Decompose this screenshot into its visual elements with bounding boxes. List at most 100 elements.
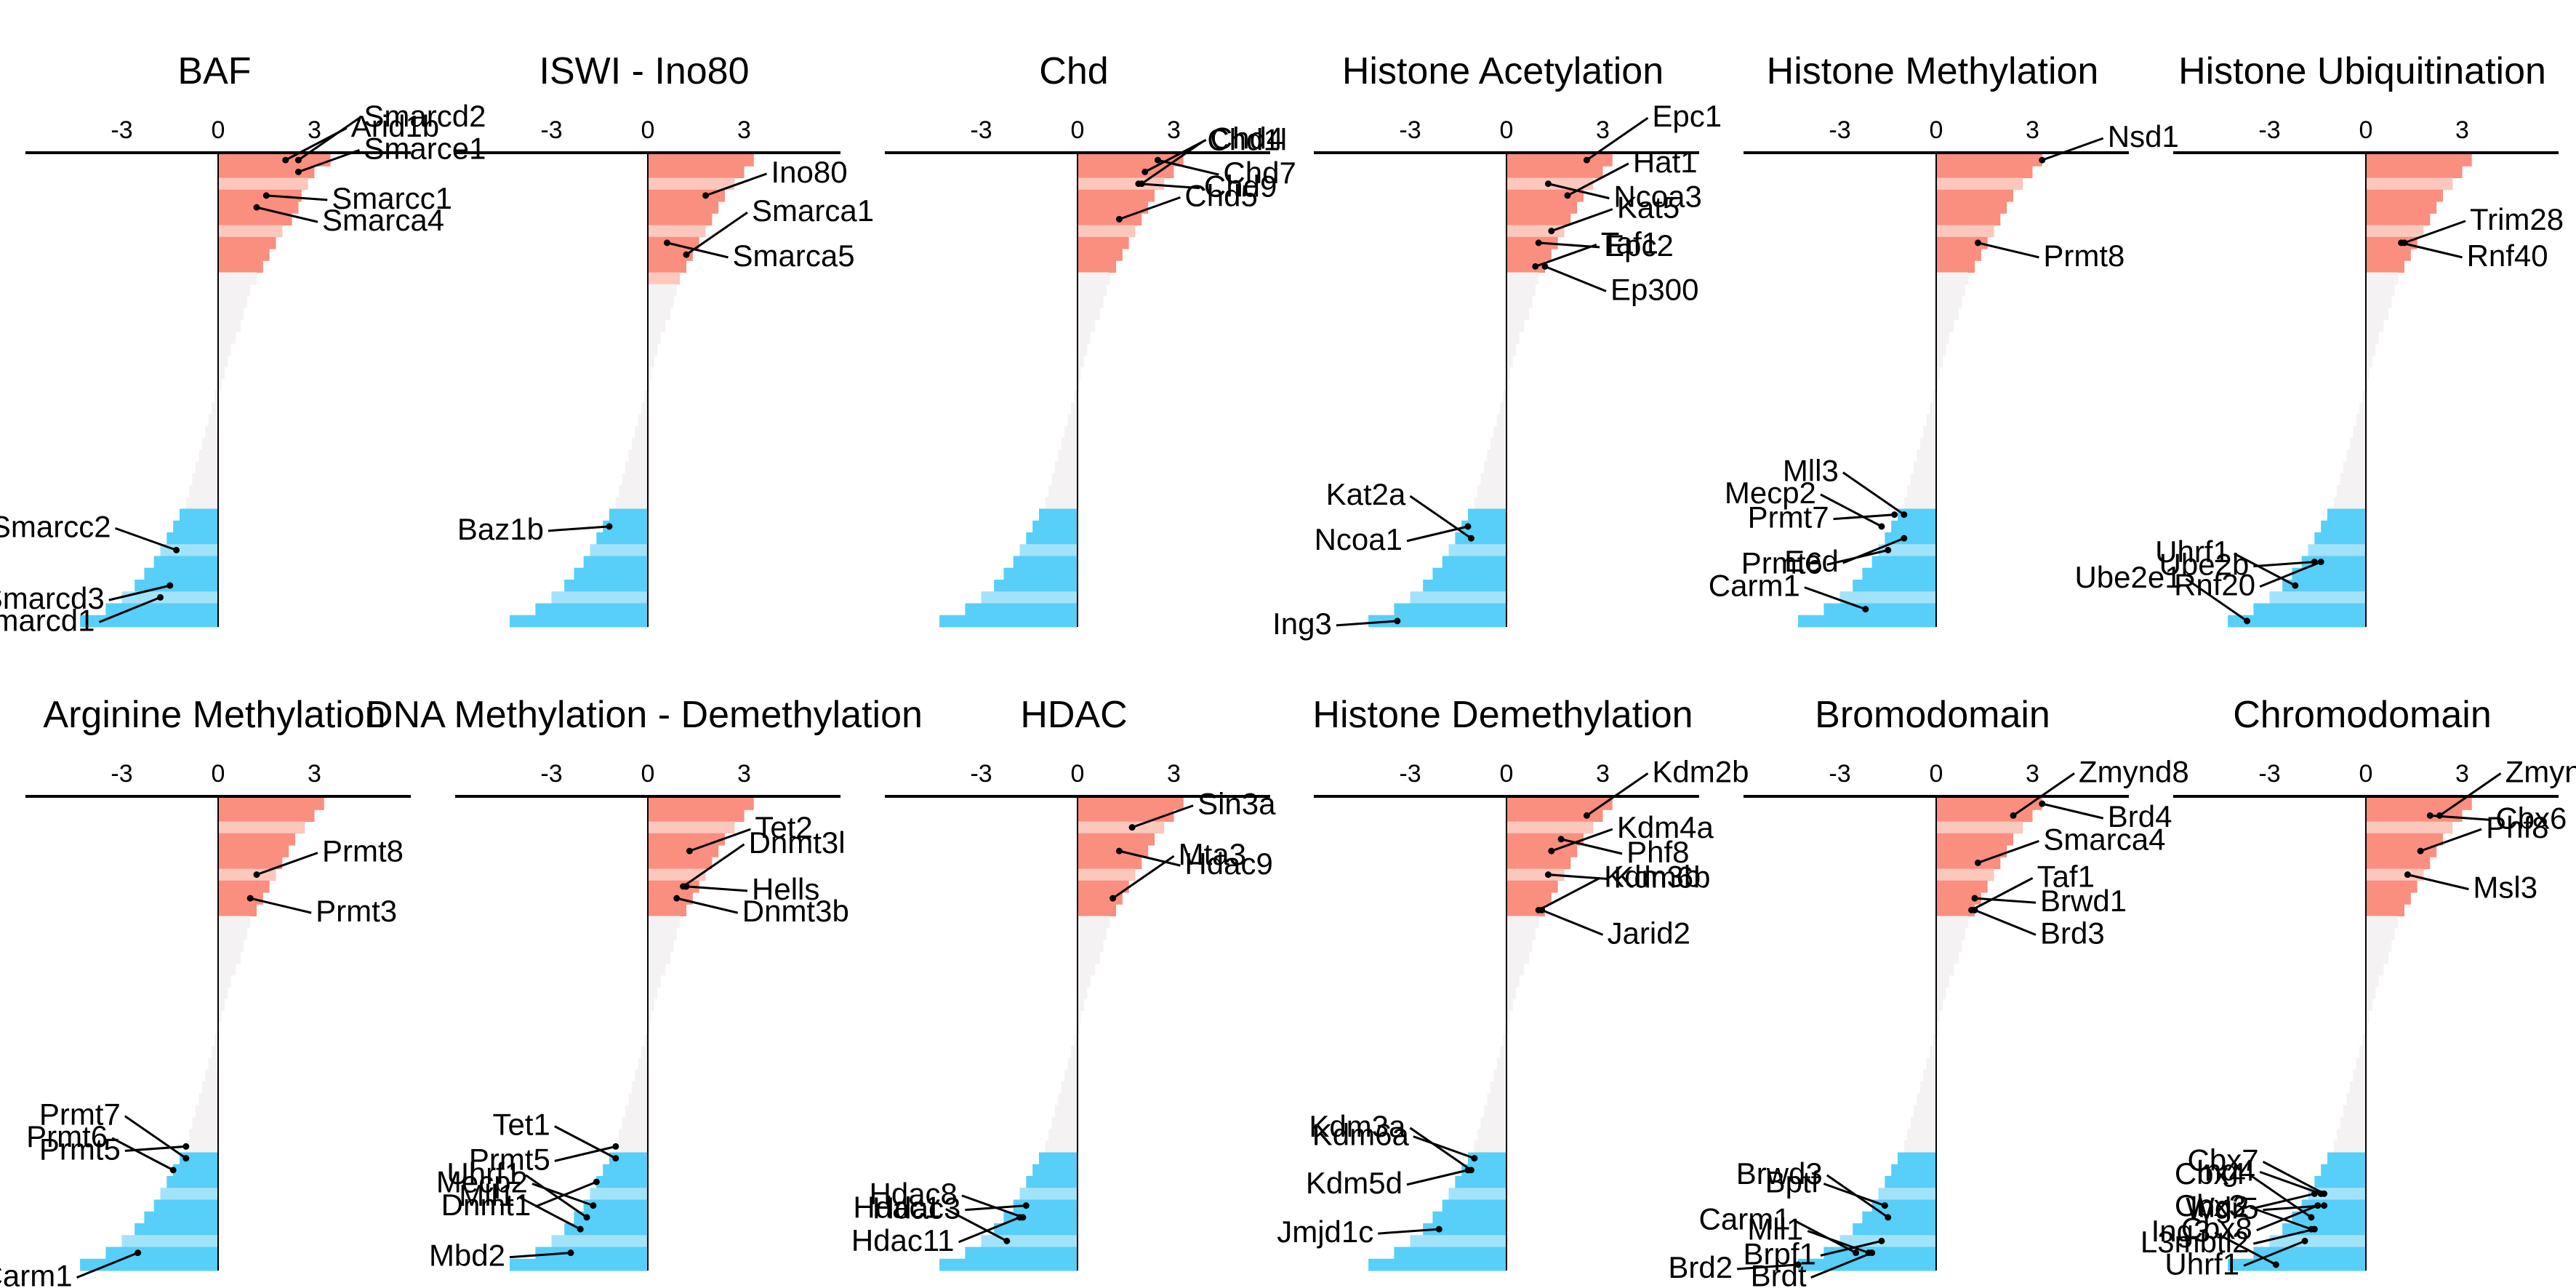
label-leader-line — [1736, 1263, 1799, 1271]
bar — [1078, 284, 1107, 297]
label-point — [2404, 871, 2411, 879]
bar — [1064, 425, 1078, 439]
bar — [212, 402, 218, 415]
x-tick-label: -3 — [1399, 760, 1421, 788]
bar — [2366, 845, 2437, 857]
label-leader-line — [1842, 471, 1905, 516]
bar — [218, 272, 257, 285]
bar — [1078, 987, 1088, 999]
bar — [1078, 892, 1123, 905]
bar — [590, 544, 648, 556]
bar — [218, 963, 236, 976]
bar — [1078, 343, 1088, 356]
bar — [1936, 319, 1954, 332]
bar — [648, 1010, 651, 1023]
bar — [628, 449, 648, 462]
bar — [180, 1152, 218, 1165]
bar — [80, 615, 218, 628]
label-point — [2010, 812, 2017, 819]
x-tick-label: 3 — [737, 760, 751, 788]
bar — [105, 603, 218, 616]
bar — [1891, 1164, 1936, 1177]
gene-label: Phf8 — [2486, 810, 2548, 844]
label-leader-line — [1820, 1239, 1882, 1257]
label-leader-line — [554, 1125, 617, 1159]
bar — [535, 603, 648, 616]
gene-label: Kat2a — [1326, 477, 1406, 511]
label-leader-line — [2404, 220, 2466, 244]
bar — [648, 177, 735, 191]
label-point — [1974, 239, 1981, 247]
bar — [2343, 1105, 2366, 1118]
bar — [2366, 927, 2395, 940]
bar — [2327, 508, 2366, 521]
gene-label: Rnf20 — [2174, 568, 2255, 602]
bar — [648, 999, 654, 1011]
bar — [648, 319, 666, 332]
bar — [1078, 809, 1174, 822]
bar — [1039, 1152, 1078, 1165]
label-leader-line — [2407, 873, 2469, 891]
panel-title: HDAC — [1020, 694, 1127, 736]
x-tick-label: 3 — [2455, 116, 2469, 144]
bar — [631, 1081, 648, 1094]
bar — [218, 260, 263, 273]
bar — [1506, 927, 1536, 940]
bar — [1506, 343, 1517, 356]
bar — [2340, 1116, 2366, 1129]
bar — [994, 1223, 1078, 1236]
bar — [2353, 1069, 2366, 1082]
bar — [205, 1069, 218, 1082]
label-leader-line — [2042, 137, 2104, 161]
bar — [1506, 308, 1529, 320]
label-point — [169, 1167, 177, 1174]
gene-label: Ing3 — [1272, 607, 1332, 641]
label-point — [567, 1249, 574, 1257]
bar — [218, 999, 225, 1011]
x-tick-label: 3 — [1167, 760, 1181, 788]
panel-title: Bromodomain — [1815, 694, 2050, 736]
bar — [2366, 940, 2392, 952]
bar — [2366, 809, 2463, 822]
bar — [1936, 201, 2007, 214]
bar — [2366, 951, 2388, 964]
bar — [1506, 378, 1509, 391]
bar — [1907, 1129, 1936, 1141]
label-point — [683, 251, 690, 258]
bar — [648, 963, 666, 976]
bar — [218, 940, 244, 952]
bar — [189, 485, 218, 497]
bar — [212, 1046, 218, 1058]
bar — [1506, 236, 1558, 249]
bar — [208, 1057, 218, 1071]
gene-label: Uhrf1 — [2155, 535, 2230, 569]
bar — [144, 1211, 218, 1224]
gene-label: Kdm6b — [1613, 860, 1710, 895]
label-leader-line — [676, 897, 739, 914]
bar — [648, 154, 754, 167]
label-point — [1583, 156, 1590, 164]
gene-label: Chd5 — [1184, 178, 1257, 212]
bar — [644, 391, 648, 403]
gene-label: Smarca4 — [2043, 822, 2165, 856]
bar — [1936, 166, 2033, 178]
bar — [1898, 508, 1936, 521]
bar — [2337, 1129, 2366, 1141]
bar — [2366, 975, 2379, 988]
gene-label: Jarid2 — [1608, 916, 1690, 950]
x-tick-label: 3 — [737, 116, 751, 144]
bar — [218, 987, 228, 999]
bar — [1936, 1010, 1940, 1023]
bar — [1480, 473, 1506, 486]
gene-label: Smarce1 — [364, 131, 486, 165]
label-leader-line — [1544, 265, 1607, 292]
bar — [648, 272, 681, 285]
bar — [1936, 272, 1969, 285]
gene-label: Mta3 — [1179, 837, 1246, 871]
x-tick-label: -3 — [1829, 760, 1850, 788]
bar — [2333, 1140, 2366, 1153]
bar — [185, 1140, 218, 1153]
label-point — [664, 239, 670, 247]
label-point — [1564, 192, 1571, 199]
